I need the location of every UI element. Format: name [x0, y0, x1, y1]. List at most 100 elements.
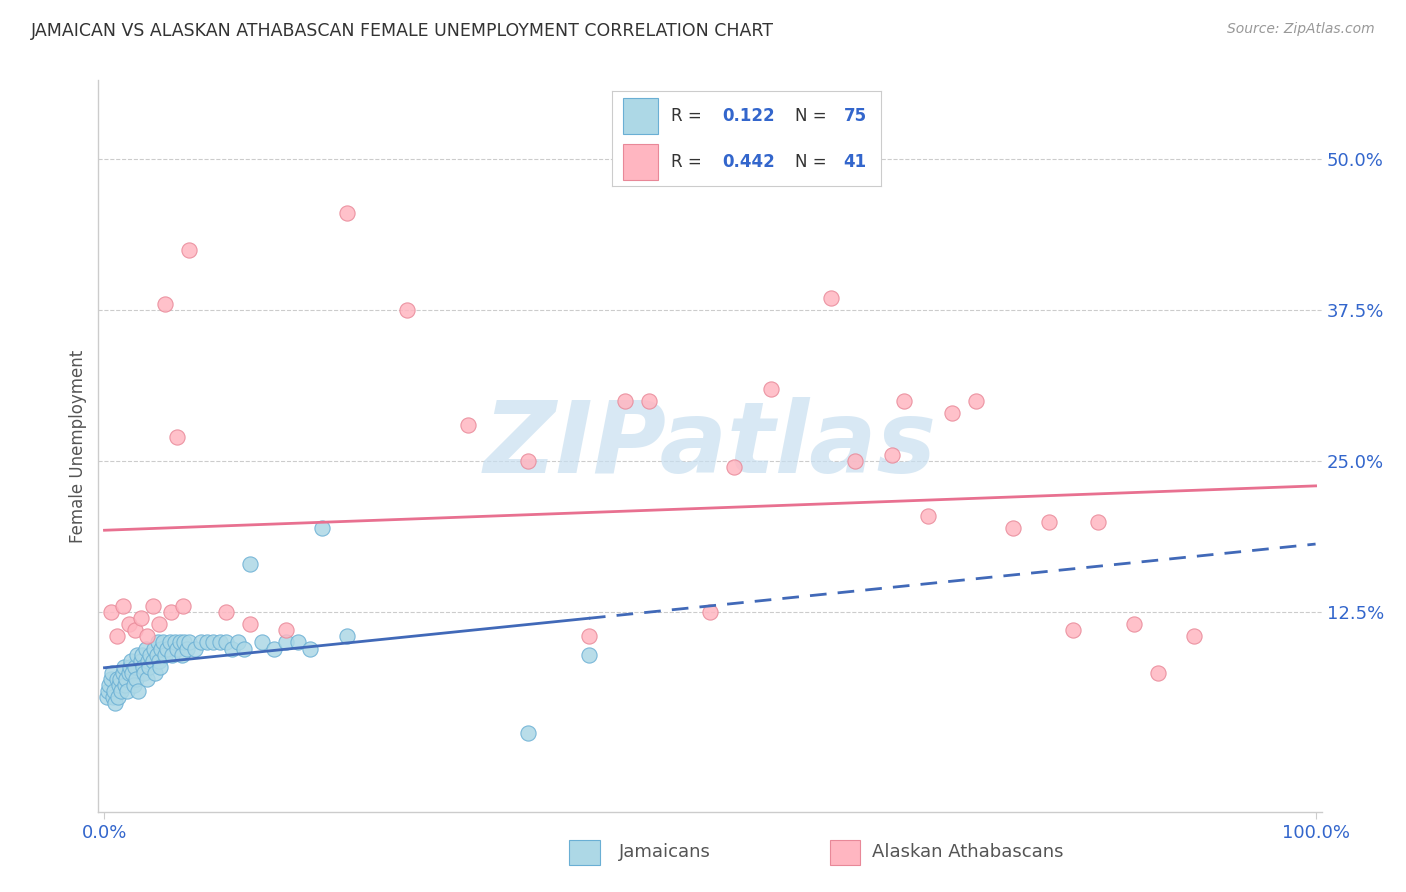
Point — [163, 635, 186, 649]
Point — [1038, 515, 1060, 529]
Point — [169, 635, 191, 649]
Point — [120, 654, 142, 668]
Point — [941, 406, 963, 420]
Point — [152, 635, 174, 649]
Point — [115, 672, 138, 686]
Point — [125, 672, 148, 686]
Point — [118, 617, 141, 632]
Point — [101, 690, 124, 704]
Point — [129, 654, 152, 668]
Point — [160, 605, 183, 619]
Point — [820, 291, 842, 305]
Point — [134, 665, 156, 680]
Point — [142, 654, 165, 668]
Point — [517, 726, 540, 740]
Point — [1087, 515, 1109, 529]
Point — [118, 665, 141, 680]
Point — [232, 641, 254, 656]
Point — [917, 508, 939, 523]
Point — [97, 683, 120, 698]
Point — [287, 635, 309, 649]
Point — [156, 641, 179, 656]
Point — [844, 454, 866, 468]
Point — [135, 629, 157, 643]
Point — [173, 635, 195, 649]
Point — [148, 654, 170, 668]
Point — [148, 617, 170, 632]
Point — [105, 672, 128, 686]
Point — [179, 243, 201, 257]
Point — [179, 635, 201, 649]
Text: Jamaicans: Jamaicans — [619, 843, 710, 861]
Point — [299, 641, 322, 656]
Point — [966, 393, 988, 408]
Point — [142, 599, 165, 614]
Y-axis label: Female Unemployment: Female Unemployment — [69, 350, 87, 542]
Point — [114, 678, 136, 692]
Point — [136, 654, 159, 668]
Point — [208, 635, 231, 649]
Point — [117, 683, 139, 698]
Point — [146, 635, 169, 649]
Point — [111, 599, 134, 614]
Point — [162, 648, 184, 662]
Point — [226, 635, 249, 649]
Point — [110, 672, 132, 686]
Point — [239, 557, 262, 571]
Point — [517, 454, 540, 468]
Text: ZIPatlas: ZIPatlas — [484, 398, 936, 494]
Point — [578, 629, 600, 643]
Point — [1184, 629, 1206, 643]
Point — [214, 605, 236, 619]
Point — [127, 683, 149, 698]
Point — [129, 611, 152, 625]
Point — [170, 648, 193, 662]
Point — [138, 659, 160, 673]
Point — [105, 629, 128, 643]
Point — [336, 629, 359, 643]
Point — [263, 641, 285, 656]
Point — [396, 303, 419, 318]
Point — [723, 460, 745, 475]
Point — [143, 641, 166, 656]
Point — [202, 635, 225, 649]
Point — [276, 635, 298, 649]
Point — [124, 624, 146, 638]
Legend:  — [700, 87, 720, 107]
Point — [172, 599, 194, 614]
Point — [124, 659, 146, 673]
Point — [1122, 617, 1144, 632]
Point — [880, 448, 903, 462]
Point — [699, 605, 721, 619]
Point — [100, 672, 122, 686]
Point — [153, 648, 176, 662]
Point — [893, 393, 915, 408]
Point — [1147, 665, 1170, 680]
Point — [143, 665, 166, 680]
Point — [336, 206, 359, 220]
Point — [638, 393, 661, 408]
Point — [166, 430, 188, 444]
Point — [110, 683, 132, 698]
Point — [127, 648, 149, 662]
Point — [166, 641, 188, 656]
Point — [145, 648, 167, 662]
Point — [100, 605, 122, 619]
Point — [239, 617, 262, 632]
Point — [311, 520, 333, 534]
Text: Alaskan Athabascans: Alaskan Athabascans — [872, 843, 1063, 861]
Point — [614, 393, 637, 408]
Point — [108, 678, 131, 692]
Point — [190, 635, 212, 649]
Point — [121, 665, 143, 680]
Text: JAMAICAN VS ALASKAN ATHABASCAN FEMALE UNEMPLOYMENT CORRELATION CHART: JAMAICAN VS ALASKAN ATHABASCAN FEMALE UN… — [31, 22, 773, 40]
Point — [221, 641, 243, 656]
Point — [150, 641, 173, 656]
Point — [250, 635, 273, 649]
Point — [131, 648, 153, 662]
Point — [111, 665, 134, 680]
Point — [135, 672, 157, 686]
Point — [153, 297, 176, 311]
Point — [98, 678, 121, 692]
Point — [104, 696, 127, 710]
